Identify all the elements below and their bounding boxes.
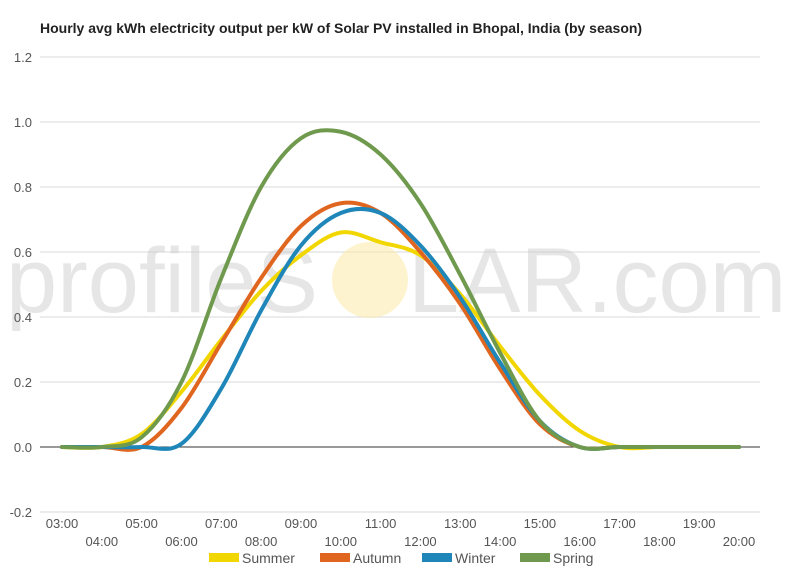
y-tick-label: 1.0 [14,115,32,130]
series-line-spring [60,128,741,451]
x-tick-label: 15:00 [524,516,557,531]
x-tick-label: 05:00 [125,516,158,531]
x-tick-label: 20:00 [723,534,756,549]
x-tick-label: 07:00 [205,516,238,531]
series-lines [60,128,741,452]
y-tick-label: 0.8 [14,180,32,195]
y-tick-label: 1.2 [14,50,32,65]
y-axis: -0.2 0.0 0.2 0.4 0.6 0.8 1.0 1.2 [10,50,32,520]
legend-swatch-winter [422,553,452,562]
y-tick-label: 0.6 [14,245,32,260]
y-tick-label: -0.2 [10,505,32,520]
x-axis: 03:00 04:00 05:00 06:00 07:00 08:00 09:00 10:00… [46,516,756,549]
x-tick-label: 17:00 [603,516,636,531]
x-tick-label: 19:00 [683,516,716,531]
y-tick-label: 0.0 [14,440,32,455]
x-tick-label: 10:00 [324,534,357,549]
legend-swatch-summer [209,553,239,562]
watermark-sun-icon [332,242,408,318]
watermark-text-left: profileS [6,230,318,332]
y-tick-label: 0.2 [14,375,32,390]
x-tick-label: 04:00 [86,534,119,549]
x-tick-label: 16:00 [563,534,596,549]
legend: Summer Autumn Winter Spring [209,550,593,566]
legend-label-autumn: Autumn [353,550,401,566]
x-tick-label: 13:00 [444,516,477,531]
x-tick-label: 18:00 [643,534,676,549]
legend-swatch-spring [520,553,550,562]
legend-swatch-autumn [320,553,350,562]
legend-label-winter: Winter [455,550,496,566]
x-tick-label: 06:00 [165,534,198,549]
x-tick-label: 14:00 [484,534,517,549]
x-tick-label: 03:00 [46,516,79,531]
chart-title: Hourly avg kWh electricity output per kW… [40,20,642,36]
y-tick-label: 0.4 [14,310,32,325]
legend-label-spring: Spring [553,550,593,566]
x-tick-label: 11:00 [365,516,397,531]
x-tick-label: 08:00 [245,534,278,549]
legend-label-summer: Summer [242,550,295,566]
x-tick-label: 12:00 [404,534,437,549]
x-tick-label: 09:00 [285,516,318,531]
